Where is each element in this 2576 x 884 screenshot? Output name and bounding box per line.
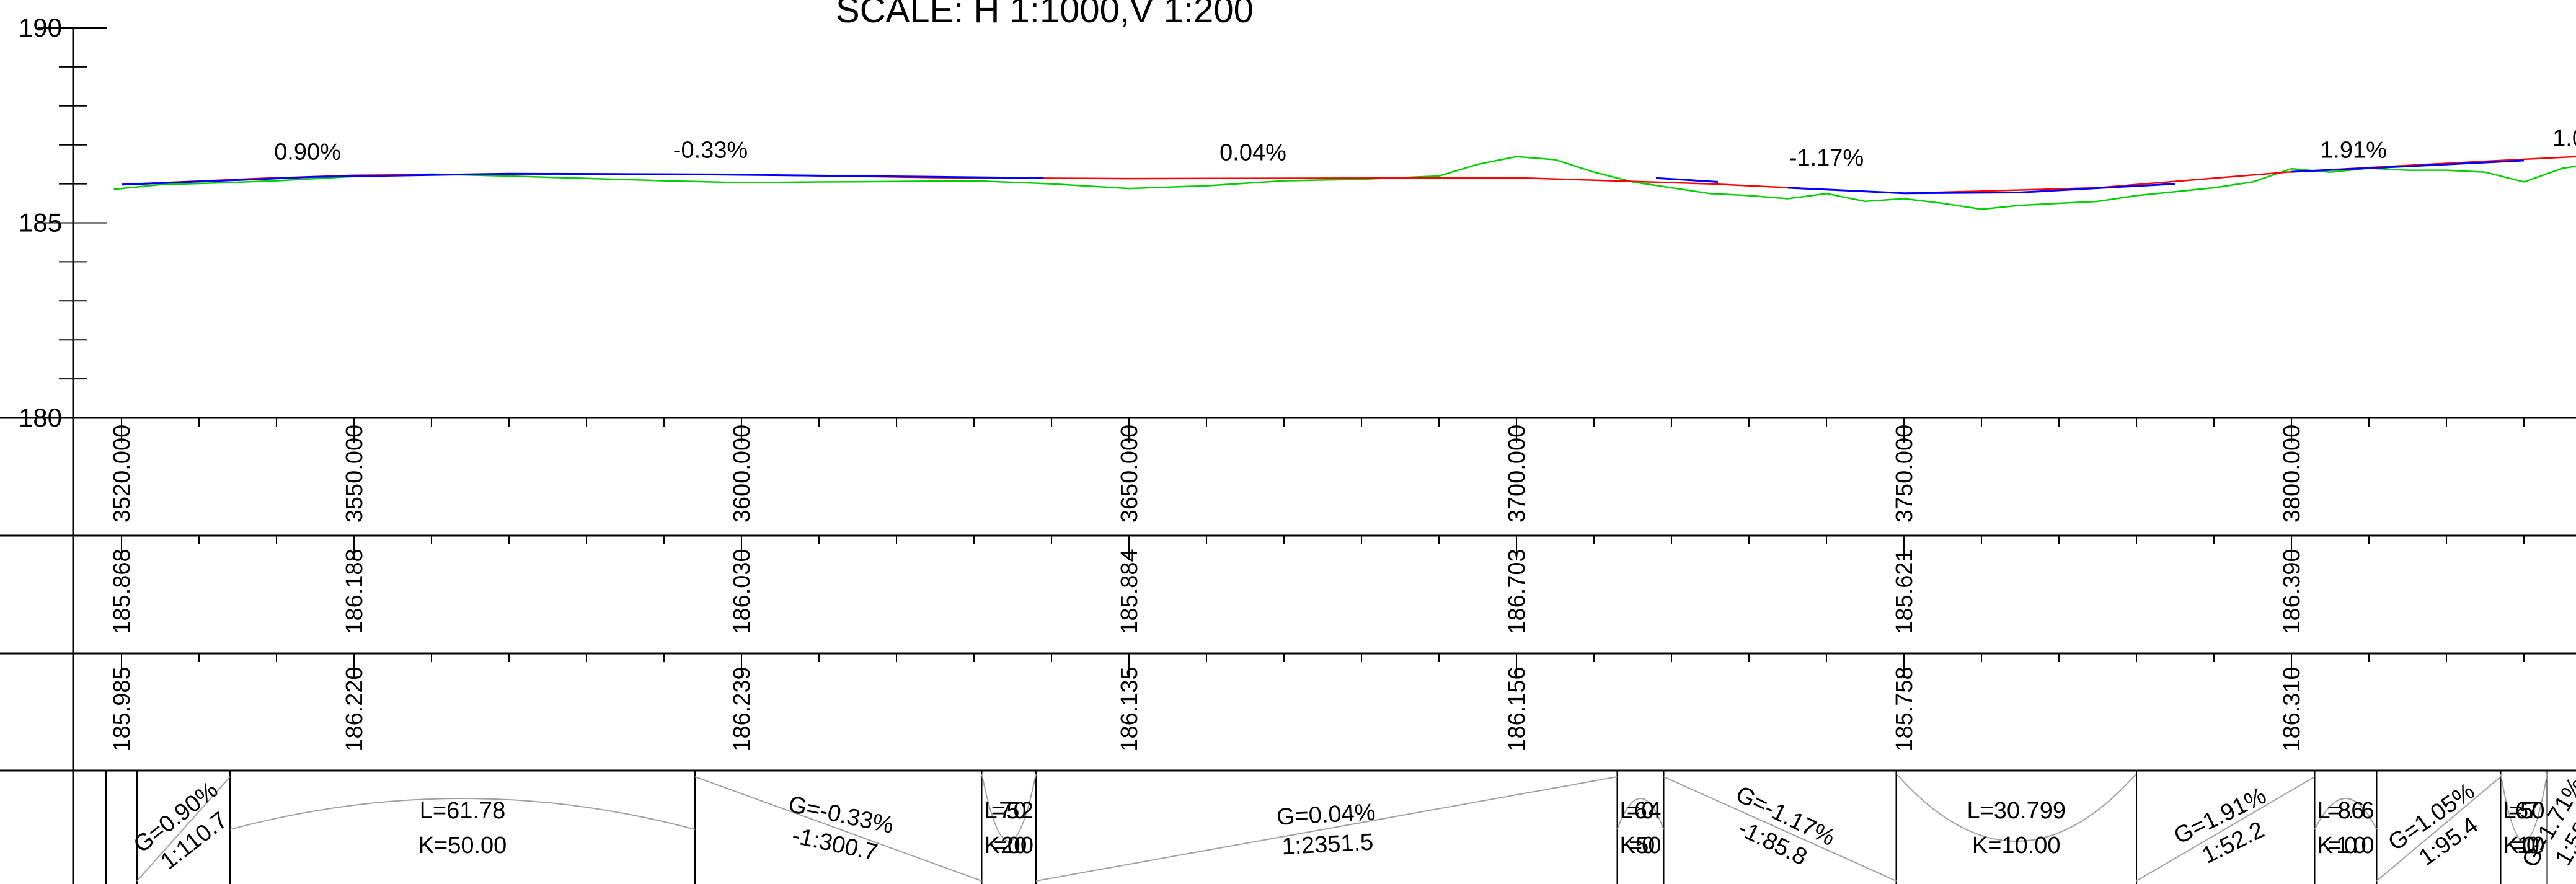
ground-elevation-label: 186.390 <box>2279 549 2305 634</box>
grade-percent-label: 1.05% <box>2552 125 2576 151</box>
ground-elevation-label: 185.868 <box>109 549 135 634</box>
station-label: 3520.000 <box>109 425 135 523</box>
design-elevation-label: 186.156 <box>1504 666 1530 751</box>
grade-text-group: G=0.04%1:2351.5 <box>1276 799 1376 860</box>
design-elevation-label: 186.310 <box>2279 666 2305 751</box>
band-frame <box>0 28 2576 884</box>
grade-ratio: 1:2351.5 <box>1281 829 1374 860</box>
scale-title: SCALE: H 1:1000,V 1:200 <box>836 0 1254 30</box>
grade-percent-label: -0.33% <box>673 137 748 163</box>
station-label: 3650.000 <box>1117 425 1143 523</box>
design-grade-line <box>121 156 2576 195</box>
design-elevation-label: 185.985 <box>109 666 135 751</box>
vertical-curve-segment <box>2291 159 2525 173</box>
profile-plot: 0.90%-0.33%0.04%-1.17%1.91%1.05%1.71% <box>113 125 2576 210</box>
vertical-curve-segment <box>1655 177 1719 183</box>
y-tick-label: 190 <box>19 13 62 42</box>
y-tick-label: 180 <box>19 403 62 432</box>
ground-elevation-label: 185.884 <box>1117 549 1143 634</box>
vertical-curve-segment <box>121 172 742 186</box>
crest-curve-arc <box>1616 798 1665 830</box>
curve-k-value: K=10.00 <box>1972 833 2061 859</box>
station-label: 3750.000 <box>1892 425 1918 523</box>
grade-value: G=0.04% <box>1276 799 1376 830</box>
curve-length: L=8.66 <box>2317 798 2375 824</box>
grade-diagonal <box>2136 776 2316 882</box>
sag-curve-arc <box>1895 773 2137 842</box>
vertical-curve-segment <box>1787 183 2175 195</box>
station-label: 3550.000 <box>342 425 368 523</box>
curve-length: L=6.570 <box>2503 798 2545 824</box>
grade-diagonal <box>2376 776 2502 882</box>
data-bands: 3520.000 3550.000 3600.000 3650.000 3700.000… <box>109 418 2525 752</box>
curve-length: L=7.502 <box>985 798 1034 824</box>
ground-elevation-label: 186.030 <box>729 549 755 634</box>
grade-text-group: G=1.05%1:95.4 <box>2384 778 2483 871</box>
curve-length: L=6.04 <box>1620 798 1662 824</box>
design-elevation-label: 186.135 <box>1117 666 1143 751</box>
sag-curve-arc <box>981 773 1037 842</box>
crest-curve-arc <box>229 798 696 830</box>
station-label: 3700.000 <box>1504 425 1530 523</box>
crest-curve-arc <box>2314 798 2378 830</box>
grade-percent-label: 1.91% <box>2320 137 2387 163</box>
design-elevation-label: 185.758 <box>1892 666 1918 751</box>
grade-diagonal <box>694 776 982 882</box>
curve-k-value: K=10.00 <box>2317 833 2375 859</box>
station-label: 3800.000 <box>2279 425 2305 523</box>
grade-diagonal <box>136 776 231 882</box>
grade-text-group: G=0.90%1:110.7 <box>129 777 232 875</box>
grade-band: G=0.90%1:110.7 L=61.78 K=50.00 G=-0.33%-1:3… <box>105 771 2576 884</box>
grade-percent-label: -1.17% <box>1789 145 1864 171</box>
curve-k-value: K=50.00 <box>418 833 507 859</box>
ground-line <box>113 156 2576 210</box>
grade-diagonal <box>1663 776 1897 882</box>
vertical-curve-segment <box>710 174 1044 179</box>
y-tick-label: 185 <box>19 208 62 237</box>
curve-length: L=61.78 <box>420 798 505 824</box>
grade-percent-label: 0.04% <box>1219 140 1286 166</box>
ground-elevation-label: 186.188 <box>342 549 368 634</box>
curve-length: L=30.799 <box>1967 798 2066 824</box>
sag-curve-arc <box>2500 773 2548 842</box>
ground-elevation-label: 186.703 <box>1504 549 1530 634</box>
station-label: 3600.000 <box>729 425 755 523</box>
ground-elevation-label: 185.621 <box>1892 549 1918 634</box>
curve-k-value: K=10.00 <box>2503 833 2545 859</box>
curve-k-value: K=5.00 <box>1620 833 1662 859</box>
design-elevation-label: 186.220 <box>342 666 368 751</box>
grade-diagonal <box>1035 776 1618 882</box>
grade-text-group: G=1.91%1:52.2 <box>2170 783 2270 869</box>
grade-text-group: G=-0.33%-1:300.7 <box>786 791 896 865</box>
curve-k-value: K=20.00 <box>985 833 1034 859</box>
elevation-axis: 190 185 180 <box>19 13 107 432</box>
grade-percent-label: 0.90% <box>274 139 341 165</box>
design-elevation-label: 186.239 <box>729 666 755 751</box>
grade-text-group: G=-1.17%-1:85.8 <box>1732 781 1839 871</box>
